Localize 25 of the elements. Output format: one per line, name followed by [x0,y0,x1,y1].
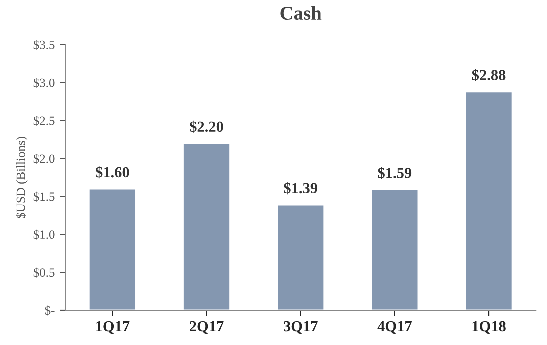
data-label: $2.88 [472,69,506,82]
bar [276,204,326,310]
y-tick-label: $- [45,306,55,316]
x-tick-label: 1Q18 [472,321,506,334]
data-label: $2.20 [190,120,224,134]
x-tick-label: 2Q17 [190,321,224,334]
y-tick-label: $3.5 [34,40,55,50]
bar [182,142,231,310]
y-tick-label: $2.0 [34,154,55,164]
chart-title: Cash [280,6,322,20]
data-label: $1.60 [96,166,130,179]
y-tick-label: $1.0 [34,230,55,240]
y-tick-label: $1.5 [34,192,55,202]
y-axis-title: $USD (Billions) [16,137,28,218]
data-label: $1.59 [378,167,412,180]
x-tick-label: 4Q17 [378,321,412,334]
bar [370,189,420,310]
bar [88,188,137,310]
x-tick-label: 1Q17 [96,321,130,334]
y-tick-label: $3.0 [34,78,55,88]
data-label: $1.39 [284,182,318,195]
bar [464,91,514,310]
y-tick-label: $0.5 [34,268,55,278]
x-tick-label: 3Q17 [284,321,318,334]
y-tick-label: $2.5 [34,116,55,126]
